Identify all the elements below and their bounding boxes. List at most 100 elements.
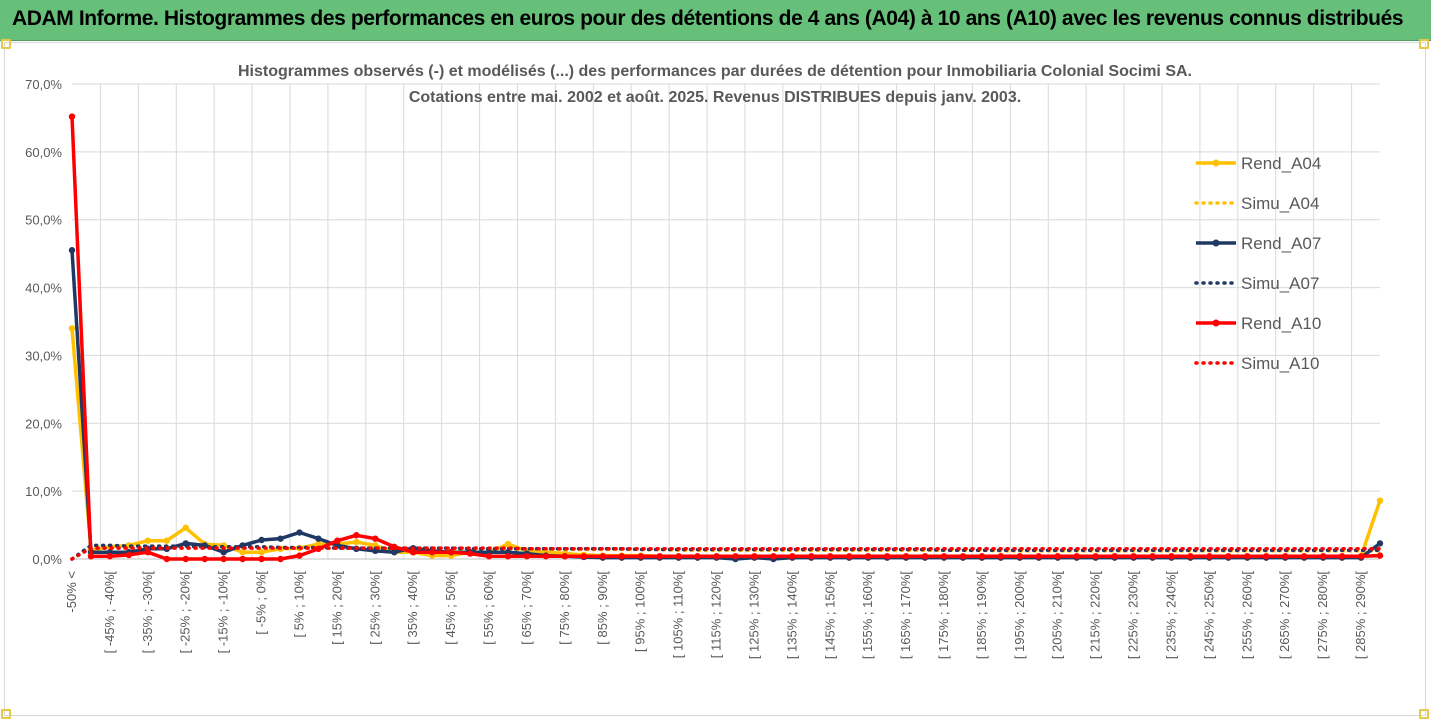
series-rend-a10-point bbox=[1187, 553, 1194, 560]
y-tick-label: 60,0% bbox=[25, 145, 62, 160]
selection-handle-top-right[interactable] bbox=[1419, 39, 1429, 49]
x-tick-label: [ 5% ; 10%[ bbox=[291, 571, 306, 638]
histogram-chart: 0,0%10,0%20,0%30,0%40,0%50,0%60,0%70,0% … bbox=[25, 63, 1384, 660]
series-rend-a10-point bbox=[1054, 553, 1061, 560]
series-rend-a04-point bbox=[163, 537, 170, 544]
series-rend-a10-point bbox=[846, 553, 853, 560]
selection-handle-top-left[interactable] bbox=[1, 39, 11, 49]
series-rend-a04-line bbox=[70, 328, 1382, 559]
x-tick-label: [ 165% ; 170%[ bbox=[898, 571, 913, 660]
x-tick-label: [ 105% ; 110%[ bbox=[671, 571, 686, 659]
series-rend-a10-point bbox=[1319, 553, 1327, 560]
series-rend-a10-point bbox=[466, 550, 474, 557]
series-rend-a10-point bbox=[220, 555, 227, 563]
chart-title-line-2: Cotations entre mai. 2002 et août. 2025.… bbox=[409, 89, 1021, 106]
series-rend-a10-point bbox=[694, 553, 701, 560]
x-tick-label: [ -45% ; -40%[ bbox=[102, 571, 117, 654]
series-rend-a10-point bbox=[372, 535, 379, 542]
y-tick-label: 10,0% bbox=[25, 484, 62, 499]
series-rend-a07-point bbox=[68, 247, 76, 254]
series-rend-a10-point bbox=[277, 555, 284, 563]
x-tick-label: [ 175% ; 180%[ bbox=[936, 571, 951, 660]
series-rend-a10-point bbox=[239, 555, 246, 563]
legend-rend-a04-label: Rend_A04 bbox=[1241, 154, 1321, 173]
y-tick-label: 70,0% bbox=[25, 77, 62, 92]
x-tick-label: [ 255% ; 260%[ bbox=[1239, 571, 1254, 660]
x-tick-label: [ 115% ; 120%[ bbox=[709, 571, 724, 659]
legend-simu-a04-label: Simu_A04 bbox=[1241, 194, 1319, 213]
x-tick-label: [ 45% ; 50%[ bbox=[443, 571, 458, 645]
series-rend-a10-point bbox=[751, 553, 758, 560]
x-tick-label: [ -35% ; -30%[ bbox=[140, 571, 155, 654]
series-rend-a10-point bbox=[1357, 553, 1365, 560]
x-tick-label: [ 155% ; 160%[ bbox=[860, 571, 875, 660]
y-tick-label: 50,0% bbox=[25, 213, 62, 228]
chart-title: Histogrammes observés (-) et modélisés (… bbox=[238, 63, 1192, 106]
series-rend-a10-point bbox=[1073, 553, 1080, 560]
x-tick-label: [ 25% ; 30%[ bbox=[367, 571, 382, 645]
series-rend-a10-point bbox=[410, 549, 417, 556]
series-rend-a10-point bbox=[106, 553, 114, 560]
legend-simu-a10-label: Simu_A10 bbox=[1241, 354, 1319, 373]
y-tick-label: 20,0% bbox=[25, 416, 62, 431]
series-rend-a10-point bbox=[1300, 553, 1308, 560]
legend-rend-a10-marker bbox=[1212, 319, 1220, 327]
legend-simu-a07-label: Simu_A07 bbox=[1241, 274, 1319, 293]
series-rend-a10-point bbox=[1263, 553, 1270, 560]
series-rend-a10-point bbox=[770, 553, 777, 560]
series-rend-a04-point bbox=[239, 549, 246, 556]
x-tick-label: [ 75% ; 80%[ bbox=[557, 571, 572, 645]
series-rend-a04-point bbox=[504, 540, 512, 548]
series-rend-a10-line bbox=[70, 116, 1381, 561]
y-tick-label: 0,0% bbox=[32, 552, 62, 567]
x-tick-label: [ 135% ; 140%[ bbox=[784, 571, 799, 660]
series-rend-a10-point bbox=[864, 553, 872, 560]
series-rend-a10-point bbox=[1149, 553, 1156, 560]
x-tick-label: [ 55% ; 60%[ bbox=[481, 571, 496, 645]
series-rend-a04-point bbox=[353, 538, 360, 546]
legend-rend-a04-marker bbox=[1212, 159, 1220, 167]
series-rend-a10-point bbox=[1016, 553, 1024, 560]
x-tick-label: [ 35% ; 40%[ bbox=[405, 571, 420, 645]
series-simu-a10-line bbox=[70, 546, 1382, 561]
series-rend-a10-point bbox=[789, 553, 796, 560]
series-rend-a10-point bbox=[504, 553, 512, 560]
series-rend-a10-point bbox=[997, 553, 1005, 560]
series-rend-a04-point bbox=[1376, 497, 1384, 504]
x-tick-label: [ -25% ; -20%[ bbox=[178, 571, 193, 654]
report-title: ADAM Informe. Histogrammes des performan… bbox=[12, 7, 1404, 30]
series-rend-a07-point bbox=[315, 535, 322, 542]
series-rend-a10-point bbox=[353, 532, 360, 539]
series-rend-a10-point bbox=[656, 553, 663, 560]
series-rend-a07-point bbox=[258, 536, 265, 544]
series-rend-a04-point bbox=[258, 549, 265, 556]
series-rend-a10-point bbox=[1111, 553, 1118, 560]
series-rend-a10-point bbox=[68, 113, 76, 120]
series-rend-a04-point bbox=[68, 325, 76, 332]
x-tick-label: [ 225% ; 230%[ bbox=[1126, 571, 1141, 660]
series-rend-a10-point bbox=[258, 555, 265, 563]
series-rend-a04-point bbox=[315, 540, 322, 548]
x-tick-label: [ 195% ; 200%[ bbox=[1012, 571, 1027, 660]
selection-handle-bottom-left[interactable] bbox=[1, 709, 11, 719]
series-rend-a10-point bbox=[125, 551, 133, 559]
x-tick-label: [ 205% ; 210%[ bbox=[1050, 571, 1065, 660]
series-rend-a10-point bbox=[163, 555, 170, 563]
series-rend-a10-point bbox=[959, 553, 967, 560]
series-rend-a07-point bbox=[1376, 540, 1384, 547]
chart-area[interactable]: 0,0% 10,0% 20,0% 30,0% 40,0% 50,0% 60,0% 70,0% … bbox=[1, 39, 1429, 719]
series-rend-a10-point bbox=[201, 555, 208, 563]
series-rend-a10-point bbox=[675, 553, 682, 560]
series-rend-a10-point bbox=[87, 553, 95, 560]
y-axis: 0,0% 10,0% 20,0% 30,0% 40,0% 50,0% 60,0% 70,0% bbox=[25, 77, 62, 567]
series-rend-a10-point bbox=[827, 553, 834, 560]
x-tick-label: [ 275% ; 280%[ bbox=[1315, 571, 1330, 660]
selection-handle-bottom-right[interactable] bbox=[1419, 709, 1429, 719]
legend-rend-a10-label: Rend_A10 bbox=[1241, 314, 1321, 333]
x-tick-label: [ 85% ; 90%[ bbox=[595, 571, 610, 645]
x-tick-label: [ -5% ; 0%[ bbox=[254, 571, 269, 635]
series-rend-a10-point bbox=[523, 553, 531, 560]
x-tick-label: [ 245% ; 250%[ bbox=[1201, 571, 1216, 660]
series-rend-a10-point bbox=[1376, 552, 1384, 559]
series-rend-a10-point bbox=[1244, 553, 1251, 560]
